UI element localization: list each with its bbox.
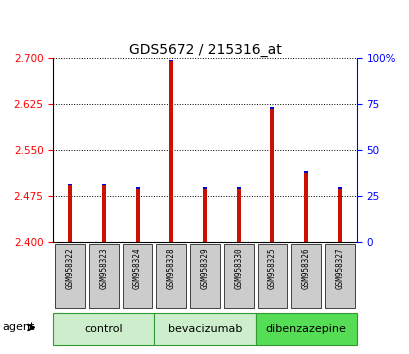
Text: GSM958329: GSM958329 (200, 247, 209, 289)
Text: GSM958323: GSM958323 (99, 247, 108, 289)
Title: GDS5672 / 215316_at: GDS5672 / 215316_at (128, 44, 281, 57)
FancyBboxPatch shape (53, 313, 154, 345)
Bar (303, 171, 308, 173)
Text: bevacizumab: bevacizumab (167, 324, 242, 333)
FancyBboxPatch shape (257, 244, 287, 308)
FancyBboxPatch shape (122, 244, 152, 308)
Bar (68, 184, 72, 185)
FancyBboxPatch shape (156, 244, 186, 308)
Bar (101, 184, 106, 185)
Text: agent: agent (2, 322, 34, 332)
Text: GSM958328: GSM958328 (166, 247, 175, 289)
Text: GSM958324: GSM958324 (133, 247, 142, 289)
FancyBboxPatch shape (55, 244, 85, 308)
FancyBboxPatch shape (190, 244, 219, 308)
Text: GSM958325: GSM958325 (267, 247, 276, 289)
Text: GSM958327: GSM958327 (335, 247, 344, 289)
Bar (169, 59, 173, 62)
Bar (135, 189, 139, 242)
FancyBboxPatch shape (290, 244, 320, 308)
Bar (236, 187, 240, 189)
Text: GSM958326: GSM958326 (301, 247, 310, 289)
Bar (236, 189, 240, 242)
Bar (68, 185, 72, 242)
FancyBboxPatch shape (89, 244, 119, 308)
FancyBboxPatch shape (255, 313, 356, 345)
Text: dibenzazepine: dibenzazepine (265, 324, 346, 333)
Bar (270, 109, 274, 242)
Bar (169, 62, 173, 242)
Bar (101, 185, 106, 242)
Bar (202, 187, 207, 189)
Text: GSM958330: GSM958330 (234, 247, 243, 289)
FancyBboxPatch shape (324, 244, 354, 308)
Text: control: control (84, 324, 123, 333)
Bar (337, 187, 341, 189)
Bar (270, 108, 274, 109)
Bar (303, 173, 308, 242)
Bar (337, 189, 341, 242)
FancyBboxPatch shape (223, 244, 253, 308)
Bar (202, 189, 207, 242)
FancyBboxPatch shape (154, 313, 255, 345)
Text: GSM958322: GSM958322 (65, 247, 74, 289)
Bar (135, 187, 139, 189)
